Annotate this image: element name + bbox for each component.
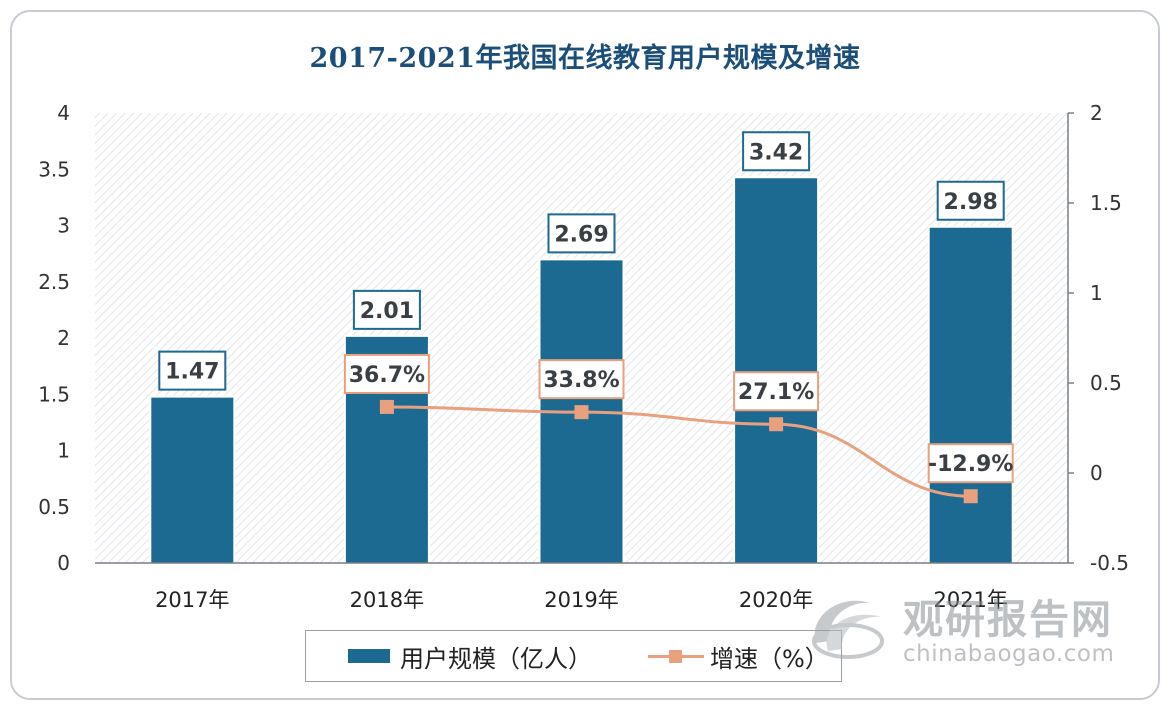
watermark-url: chinabaogao.com <box>903 641 1115 667</box>
y-left-tick-label: 0.5 <box>38 495 70 519</box>
y-left-tick-label: 0 <box>57 551 70 575</box>
legend: 用户规模（亿人） 增速（%） <box>305 630 842 682</box>
legend-label-users: 用户规模（亿人） <box>400 644 592 673</box>
line-series <box>379 399 978 504</box>
watermark: 观研报告网 chinabaogao.com <box>808 585 1138 675</box>
x-tick-label: 2017年 <box>155 588 229 612</box>
legend-line-swatch <box>648 649 704 663</box>
bar-value-label-box <box>352 289 421 330</box>
growth-value-label-box <box>927 443 1014 484</box>
y-right-tick-label: 0.5 <box>1090 371 1122 395</box>
y-right-tick-label: 0 <box>1090 461 1103 485</box>
y-right-tick-label: 1 <box>1090 281 1103 305</box>
bar <box>735 178 818 563</box>
legend-label-growth: 增速（%） <box>710 644 829 673</box>
bar <box>929 227 1012 563</box>
y-right-tick-label: -0.5 <box>1090 551 1129 575</box>
legend-bar-swatch <box>348 649 390 663</box>
watermark-brand: 观研报告网 <box>903 597 1113 643</box>
y-left-tick-label: 2.5 <box>38 270 70 294</box>
y-left-tick-label: 2 <box>57 326 70 350</box>
bar-value-label-box <box>936 180 1005 221</box>
axes: 0 0.5 1 1.5 2 2.5 3 3.5 4 -0.5 0 0.5 1 1.5 2 2017年 2018年… <box>38 101 1129 612</box>
growth-marker <box>963 489 978 504</box>
growth-marker <box>379 399 394 414</box>
data-labels: 1.47 2.01 2.69 3.42 2.98 36.7% 33.8% 27.1% -12.9… <box>158 131 1014 484</box>
x-tick-label: 2021年 <box>933 588 1007 612</box>
y-left-tick-label: 1 <box>57 439 70 463</box>
y-left-tick-label: 1.5 <box>38 382 70 406</box>
x-tick-label: 2019年 <box>544 588 618 612</box>
y-right-tick-label: 2 <box>1090 101 1103 125</box>
growth-value-label-box <box>733 371 820 412</box>
chart-title: 2017-2021年我国在线教育用户规模及增速 <box>309 43 861 74</box>
growth-marker <box>574 405 589 420</box>
x-tick-label: 2020年 <box>739 588 813 612</box>
legend-item-users: 用户规模（亿人） <box>348 631 592 681</box>
bar-value-label: 2.98 <box>944 190 998 215</box>
bar-value-label: 1.47 <box>165 360 219 385</box>
y-left-tick-label: 3.5 <box>38 157 70 181</box>
bar <box>151 397 234 563</box>
bar-value-label: 2.69 <box>554 222 608 247</box>
growth-value-label-box <box>538 359 625 400</box>
growth-line <box>386 405 971 498</box>
bar-value-label-box <box>742 131 811 172</box>
bar-value-label-box <box>547 213 616 254</box>
y-left-tick-label: 4 <box>57 101 70 125</box>
growth-value-label: 33.8% <box>543 368 619 393</box>
y-left-tick-label: 3 <box>57 214 70 238</box>
bar-value-label-box <box>158 350 227 391</box>
growth-marker <box>769 417 784 432</box>
bar-value-label: 2.01 <box>360 299 414 324</box>
legend-item-growth: 增速（%） <box>648 631 829 681</box>
bar-value-label: 3.42 <box>749 140 803 165</box>
y-right-tick-label: 1.5 <box>1090 191 1122 215</box>
growth-value-label-box <box>343 353 430 394</box>
growth-value-label: 27.1% <box>738 380 814 405</box>
watermark-logo-icon <box>812 600 884 659</box>
x-tick-label: 2018年 <box>350 588 424 612</box>
growth-value-label: 36.7% <box>349 363 425 388</box>
growth-value-label: -12.9% <box>928 452 1013 477</box>
